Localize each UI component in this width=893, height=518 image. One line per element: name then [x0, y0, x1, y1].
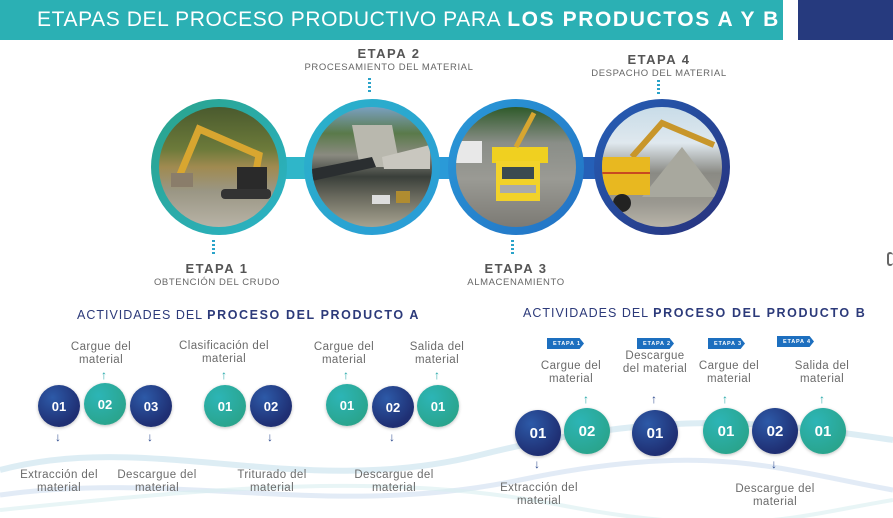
product-b-g3-step-03-label: Salida del material: [794, 360, 850, 385]
stage-4-leader: [657, 80, 660, 96]
crushing-plant-icon: [312, 125, 430, 204]
stage-3-label: ETAPA 3 ALMACENAMIENTO: [406, 261, 626, 288]
product-b-g3-step-03: 01: [800, 408, 846, 454]
stage-1-leader: [212, 240, 215, 256]
product-a-g3-step-03-label: Salida del material: [409, 341, 465, 366]
product-a-title: ACTIVIDADES DEL PROCESO DEL PRODUCTO A: [77, 308, 420, 322]
stage-tag-4: ETAPA 4: [777, 336, 814, 347]
product-a-g2-step-02-label: Triturado del material: [237, 469, 307, 494]
stage-2-leader: [368, 78, 371, 94]
stage-2-title: ETAPA 2: [357, 46, 421, 61]
product-a-g3-step-03: 01: [417, 385, 459, 427]
product-b-g3-step-01: 01: [703, 408, 749, 454]
stage-4-title: ETAPA 4: [627, 52, 691, 67]
step-number: 01: [529, 424, 547, 442]
product-b-g3-step-02-label: Descargue del material: [735, 483, 815, 508]
step-number: 01: [339, 397, 355, 413]
header-accent-block: [798, 0, 893, 40]
stage-4-photo: [602, 107, 722, 227]
product-b-title-light: ACTIVIDADES DEL: [523, 306, 649, 320]
dump-truck-icon: [456, 111, 548, 201]
product-b-title-bold: PROCESO DEL PRODUCTO B: [653, 306, 867, 320]
stage-3-title: ETAPA 3: [484, 261, 548, 276]
arrow-up-icon: ↑: [819, 392, 825, 406]
arrow-down-icon: ↓: [389, 430, 395, 444]
product-b-g1-step-01-label: Extracción del material: [500, 482, 578, 507]
step-number: 01: [430, 398, 446, 414]
arrow-up-icon: ↑: [434, 368, 440, 382]
header-title-bold: LOS PRODUCTOS A Y B: [507, 8, 780, 31]
stage-3-photo: [456, 107, 576, 227]
product-a-g1-step-03: 03: [130, 385, 172, 427]
excavator-icon: [171, 124, 271, 199]
stage-1-title: ETAPA 1: [185, 261, 249, 276]
product-a-g1-step-01-label: Extracción del material: [20, 469, 98, 494]
stage-2-subtitle: PROCESAMIENTO DEL MATERIAL: [304, 62, 474, 73]
product-b-g3-step-02: 02: [752, 408, 798, 454]
product-b-title: ACTIVIDADES DEL PROCESO DEL PRODUCTO B: [523, 306, 866, 320]
arrow-up-icon: ↑: [343, 368, 349, 382]
stage-3-leader: [511, 240, 514, 256]
step-number: 02: [578, 422, 596, 440]
stage-2-ring: [304, 99, 440, 235]
arrow-up-icon: ↑: [651, 392, 657, 406]
arrow-down-icon: ↓: [147, 430, 153, 444]
product-a-g3-step-01: 01: [326, 384, 368, 426]
product-a-g1-step-01: 01: [38, 385, 80, 427]
product-a-g3-step-02-label: Descargue del material: [354, 469, 434, 494]
stage-tag-2: ETAPA 2: [637, 338, 674, 349]
arrow-down-icon: ↓: [534, 457, 540, 471]
arrow-down-icon: ↓: [55, 430, 61, 444]
step-number: 01: [814, 422, 832, 440]
product-a-g1-step-03-label: Descargue del material: [117, 469, 197, 494]
stage-1-ring: [151, 99, 287, 235]
step-number: 02: [263, 398, 279, 414]
product-b-g1-step-01: 01: [515, 410, 561, 456]
step-number: 01: [646, 424, 664, 442]
stage-2-photo: [312, 107, 432, 227]
step-number: 01: [51, 398, 67, 414]
stage-tag-3: ETAPA 3: [708, 338, 745, 349]
product-a-g2-step-01-label: Clasificación del material: [179, 340, 269, 365]
stage-4-ring: [594, 99, 730, 235]
product-b-g1-step-02-label: Cargue del material: [540, 360, 602, 385]
product-b-g2-step-01: 01: [632, 410, 678, 456]
stage-1-subtitle: OBTENCIÓN DEL CRUDO: [153, 277, 281, 288]
arrow-down-icon: ↓: [267, 430, 273, 444]
step-number: 02: [766, 422, 784, 440]
stage-3-ring: [448, 99, 584, 235]
stage-1-photo: [159, 107, 279, 227]
stage-3-subtitle: ALMACENAMIENTO: [467, 277, 565, 288]
product-a-title-bold: PROCESO DEL PRODUCTO A: [207, 308, 420, 322]
stage-4-label: ETAPA 4 DESPACHO DEL MATERIAL: [549, 52, 769, 79]
stage-1-label: ETAPA 1 OBTENCIÓN DEL CRUDO: [107, 261, 327, 288]
arrow-up-icon: ↑: [221, 368, 227, 382]
edge-partial-glyph: [887, 252, 893, 266]
product-a-g3-step-01-label: Cargue del material: [313, 341, 375, 366]
step-number: 01: [717, 422, 735, 440]
step-number: 01: [217, 398, 233, 414]
arrow-up-icon: ↑: [101, 368, 107, 382]
header-title-light: ETAPAS DEL PROCESO PRODUCTIVO PARA: [37, 8, 502, 31]
arrow-up-icon: ↑: [583, 392, 589, 406]
product-a-title-light: ACTIVIDADES DEL: [77, 308, 203, 322]
product-a-g1-step-02-label: Cargue del material: [70, 341, 132, 366]
product-a-g1-step-02: 02: [84, 383, 126, 425]
product-a-g3-step-02: 02: [372, 386, 414, 428]
product-a-g2-step-02: 02: [250, 385, 292, 427]
step-number: 03: [143, 398, 159, 414]
step-number: 02: [385, 399, 401, 415]
arrow-down-icon: ↓: [771, 457, 777, 471]
product-b-g2-step-01-label: Descargue del material: [622, 350, 688, 375]
header-title-bar: ETAPAS DEL PROCESO PRODUCTIVO PARA LOS P…: [0, 0, 783, 40]
arrow-up-icon: ↑: [722, 392, 728, 406]
stage-4-subtitle: DESPACHO DEL MATERIAL: [591, 68, 727, 79]
product-b-g3-step-01-label: Cargue del material: [698, 360, 760, 385]
stage-2-label: ETAPA 2 PROCESAMIENTO DEL MATERIAL: [279, 46, 499, 73]
step-number: 02: [97, 396, 113, 412]
product-b-g1-step-02: 02: [564, 408, 610, 454]
excavator-loading-truck-icon: [602, 119, 720, 212]
product-a-g2-step-01: 01: [204, 385, 246, 427]
stage-tag-1: ETAPA 1: [547, 338, 584, 349]
